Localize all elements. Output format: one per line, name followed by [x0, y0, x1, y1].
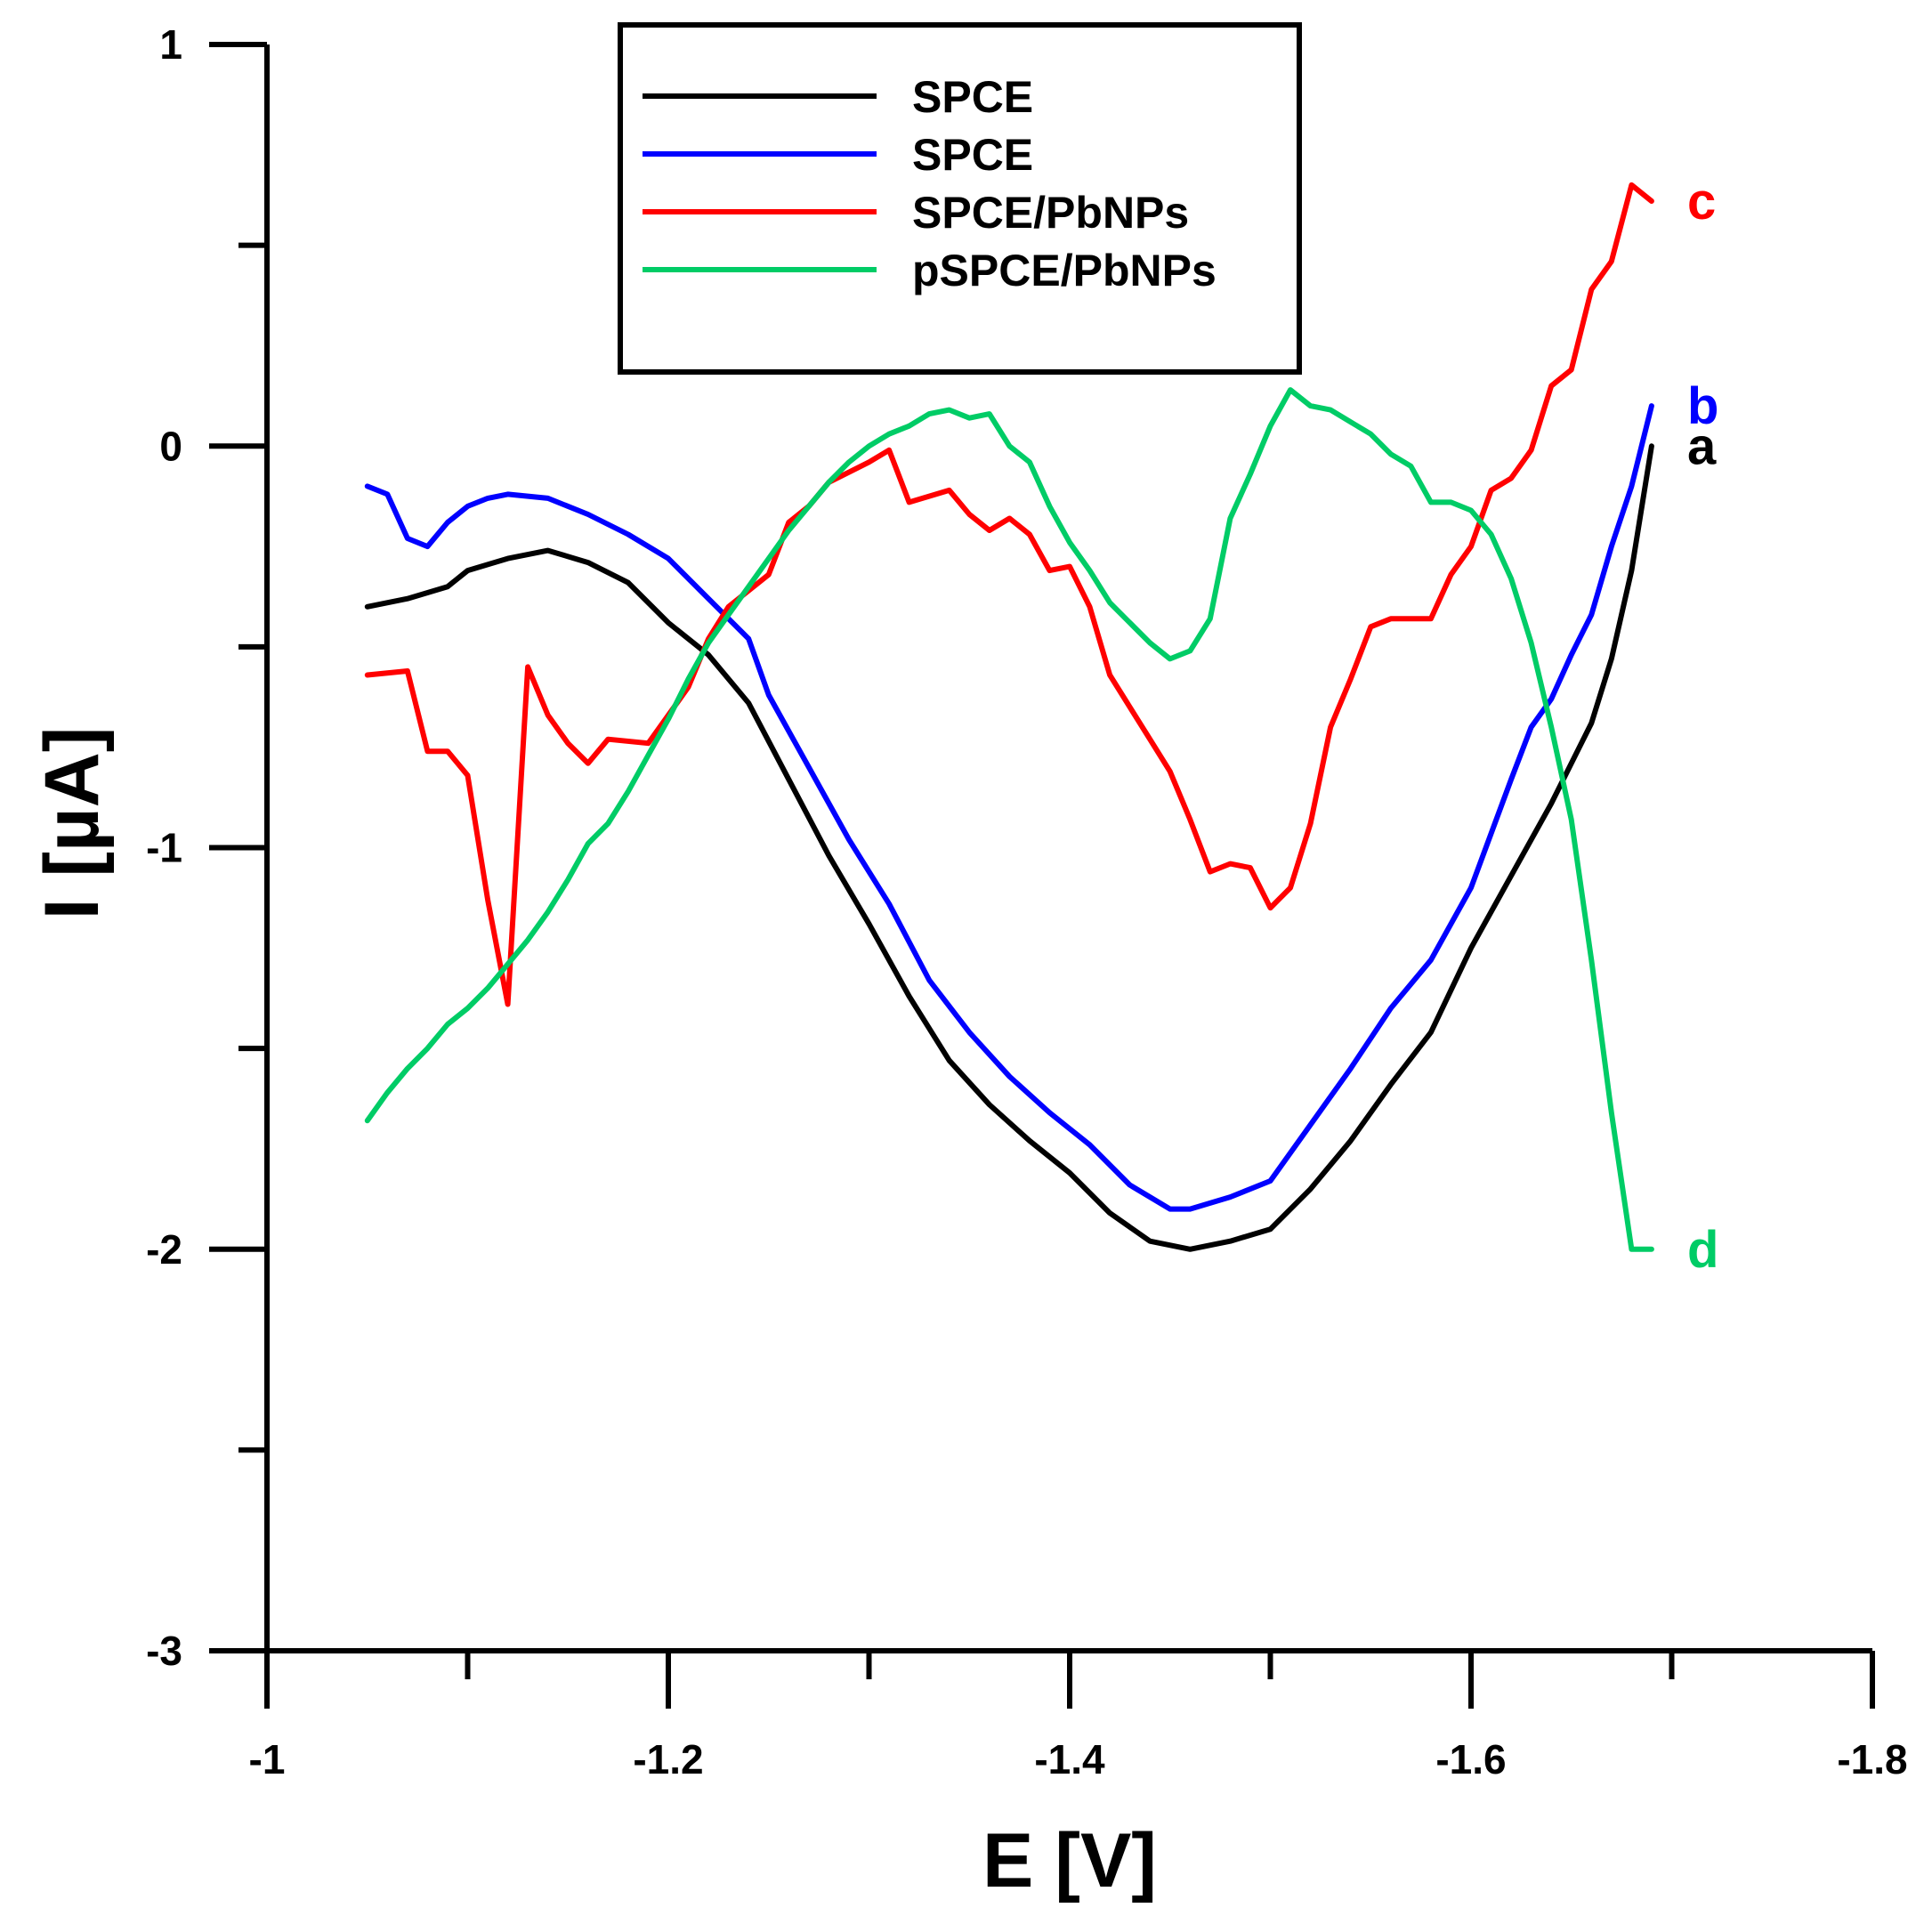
x-tick-label: -1.4 [1034, 1736, 1105, 1782]
y-tick-label: 1 [159, 21, 182, 68]
series-line-a [364, 443, 1654, 1252]
legend-box [618, 22, 1302, 375]
y-axis-title: I [µA] [29, 727, 115, 920]
series-line-c [364, 182, 1654, 1007]
curve-label-a: a [1687, 417, 1717, 475]
y-tick-label: -2 [146, 1226, 182, 1273]
curve-label-b: b [1687, 377, 1718, 435]
x-tick-label: -1 [249, 1736, 286, 1782]
legend-entry-label: pSPCE/PbNPs [912, 246, 1217, 295]
legend-entry-label: SPCE [912, 72, 1033, 122]
y-tick-label: 0 [159, 423, 182, 469]
series-line-b [364, 403, 1654, 1212]
series-line-d [364, 387, 1654, 1252]
legend-entry-label: SPCE/PbNPs [912, 188, 1189, 238]
x-tick-label: -1.2 [633, 1736, 703, 1782]
x-axis-title: E [V] [982, 1818, 1157, 1904]
x-tick-label: -1.6 [1435, 1736, 1506, 1782]
y-tick-label: -3 [146, 1628, 182, 1674]
curve-label-d: d [1687, 1221, 1718, 1279]
x-tick-label: -1.8 [1837, 1736, 1907, 1782]
legend-entry-label: SPCE [912, 130, 1033, 180]
y-tick-label: -1 [146, 825, 182, 871]
curve-label-c: c [1687, 173, 1716, 230]
